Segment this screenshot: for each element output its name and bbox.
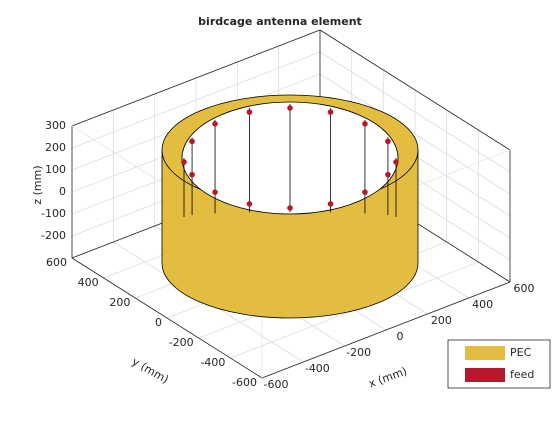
feed-point <box>189 138 195 145</box>
rungs <box>181 104 399 217</box>
feed-point <box>362 189 368 195</box>
legend-label: PEC <box>510 346 532 359</box>
chart-title: birdcage antenna element <box>198 15 362 28</box>
feed-point <box>212 121 218 127</box>
x-tick-label: -200 <box>346 346 371 359</box>
x-tick-label: 200 <box>431 314 452 327</box>
feed-point <box>385 138 391 145</box>
cylinder-bottom <box>162 208 418 318</box>
z-tick-label: 100 <box>45 163 66 176</box>
grid-line <box>71 51 321 149</box>
feed-point <box>189 171 195 178</box>
feed-point <box>181 159 187 165</box>
grid-line <box>319 73 511 195</box>
z-axis-label: z (mm) <box>31 165 44 204</box>
feed-point <box>287 105 293 111</box>
x-tick-label: 600 <box>514 282 535 295</box>
legend-swatch <box>465 346 505 360</box>
y-tick-label: 400 <box>78 276 99 289</box>
z-tick-label: -200 <box>41 229 66 242</box>
y-tick-label: -200 <box>169 336 194 349</box>
feed-point <box>393 159 399 165</box>
grid-line <box>319 51 511 173</box>
x-tick-label: -400 <box>305 362 330 375</box>
feed-point <box>327 109 334 115</box>
y-tick-label: -400 <box>200 356 225 369</box>
y-tick-label: 600 <box>46 256 67 269</box>
antenna <box>161 94 419 319</box>
feed-point <box>287 205 293 211</box>
x-tick-label: 0 <box>397 330 404 343</box>
axis-line <box>71 257 263 379</box>
y-tick-label: -600 <box>232 376 257 389</box>
x-tick-label: -600 <box>264 378 289 391</box>
z-tick-label: 200 <box>45 141 66 154</box>
cylinder-edge <box>161 262 419 319</box>
y-tick-label: 0 <box>155 316 162 329</box>
z-tick-label: -100 <box>41 207 66 220</box>
axis-line <box>261 281 511 379</box>
axis-line <box>71 29 321 127</box>
feed-point <box>385 171 391 178</box>
feed-point <box>246 109 253 115</box>
legend: PEC feed <box>447 339 551 389</box>
axis-line <box>319 29 511 151</box>
z-tick-label: 300 <box>45 119 66 132</box>
feed-point <box>246 201 253 207</box>
legend-swatch <box>465 368 505 382</box>
feed-point <box>212 189 218 195</box>
legend-label: feed <box>510 368 534 381</box>
feed-point <box>362 121 368 127</box>
y-tick-label: 200 <box>109 296 130 309</box>
z-tick-label: 0 <box>59 185 66 198</box>
feed-point <box>327 201 334 207</box>
x-tick-label: 400 <box>472 298 493 311</box>
